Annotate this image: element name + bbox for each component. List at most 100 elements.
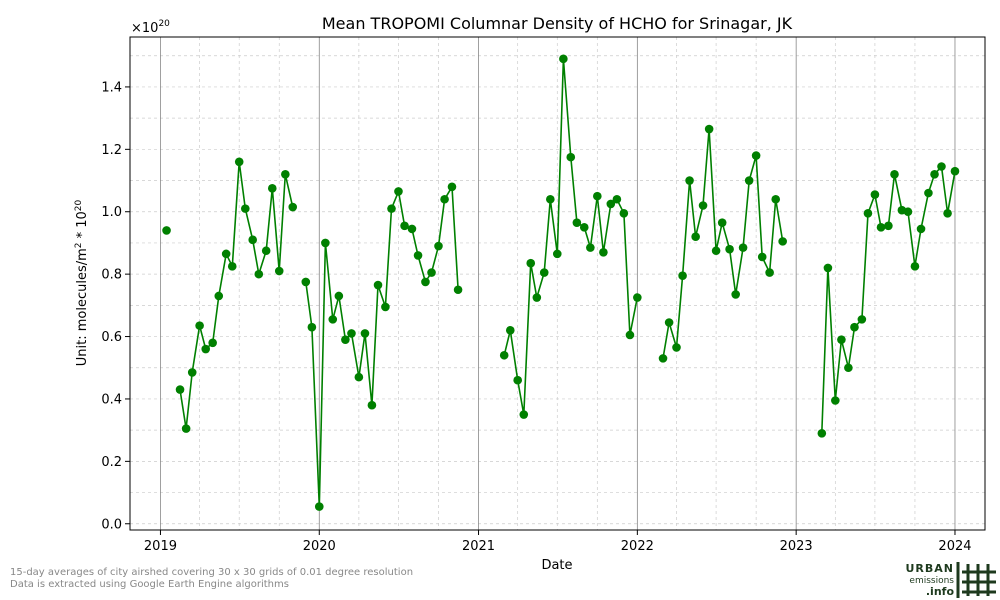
data-point <box>619 208 629 218</box>
data-point <box>214 291 224 301</box>
data-point <box>513 375 522 385</box>
data-point <box>711 246 721 256</box>
data-point <box>559 54 568 64</box>
data-point <box>778 237 787 246</box>
data-point <box>863 208 873 218</box>
data-point <box>400 221 409 231</box>
data-point <box>566 152 576 162</box>
data-point <box>831 396 840 405</box>
data-point <box>890 169 899 179</box>
data-point <box>910 262 920 271</box>
data-point <box>685 176 694 185</box>
data-point <box>248 235 258 245</box>
chart-title: Mean TROPOMI Columnar Density of HCHO fo… <box>322 14 793 33</box>
data-point <box>539 268 549 277</box>
y-axis-label-mid: * 10 <box>75 211 90 242</box>
x-tick-label: 2020 <box>303 539 336 554</box>
data-point <box>519 410 529 419</box>
data-point <box>765 268 774 277</box>
data-point <box>633 293 642 302</box>
y-tick-label: 1.2 <box>101 143 122 158</box>
series-line <box>179 161 294 429</box>
data-point <box>347 329 356 338</box>
data-point <box>757 252 767 262</box>
x-tick-label: 2019 <box>144 539 177 554</box>
data-point <box>314 502 324 511</box>
x-tick-label: 2023 <box>780 539 813 554</box>
data-point <box>227 262 237 271</box>
data-point <box>903 207 913 217</box>
series-line <box>305 184 459 507</box>
x-tick-label: 2024 <box>938 539 971 554</box>
series-line <box>662 128 784 359</box>
grid <box>130 37 985 530</box>
data-point <box>658 354 668 363</box>
data-point <box>725 244 734 254</box>
data-point <box>505 326 515 335</box>
y-axis: 0.0 0.2 0.4 0.6 0.8 1.0 1.2 1.4 <box>101 80 130 532</box>
series-lines <box>179 58 956 507</box>
data-point <box>844 363 853 373</box>
data-point <box>421 277 430 287</box>
data-point <box>307 322 317 332</box>
logo-line1: URBAN <box>905 562 954 575</box>
y-multiplier-base: ×10 <box>131 21 158 36</box>
data-point <box>691 232 700 241</box>
data-point <box>162 226 171 235</box>
data-point <box>440 194 449 204</box>
series-line <box>821 164 956 434</box>
series-line <box>503 58 639 415</box>
data-point <box>321 238 330 248</box>
data-point <box>288 202 298 212</box>
data-point <box>241 204 250 213</box>
data-point <box>175 385 185 394</box>
y-axis-label: Unit: molecules/m2 * 1020 <box>74 199 90 366</box>
footnote-1: 15-day averages of city airshed covering… <box>10 567 414 578</box>
data-point <box>274 266 284 276</box>
data-point <box>261 246 271 256</box>
data-point <box>698 201 708 210</box>
x-tick-label: 2022 <box>621 539 654 554</box>
data-point <box>434 241 443 251</box>
data-point <box>234 157 244 167</box>
data-point <box>884 221 893 231</box>
data-point <box>499 350 509 360</box>
y-tick-label: 0.0 <box>101 517 122 532</box>
data-point <box>943 208 952 218</box>
data-point <box>950 166 960 176</box>
data-point <box>937 162 946 171</box>
data-point <box>526 258 536 268</box>
data-point <box>744 176 754 185</box>
data-point <box>857 315 867 324</box>
data-point <box>771 194 781 204</box>
data-point <box>593 191 602 201</box>
y-axis-label-sup2: 20 <box>74 199 84 211</box>
data-point <box>373 280 383 290</box>
data-point <box>876 223 886 232</box>
data-point <box>625 330 635 340</box>
data-point <box>817 428 827 438</box>
data-point <box>187 368 197 377</box>
data-point <box>394 187 403 196</box>
y-tick-label: 0.6 <box>101 330 122 345</box>
y-multiplier: ×1020 <box>131 19 170 36</box>
data-point <box>599 247 608 257</box>
data-point <box>572 218 582 227</box>
plot-frame <box>129 36 986 531</box>
data-point <box>751 151 761 160</box>
data-point <box>612 194 622 204</box>
data-point <box>850 322 859 332</box>
urban-emissions-logo: URBAN emissions .info <box>905 562 996 598</box>
data-point <box>301 277 311 287</box>
data-point <box>367 400 377 410</box>
data-point <box>407 224 417 234</box>
data-point <box>354 372 364 382</box>
series-points <box>162 54 960 511</box>
data-point <box>413 251 423 260</box>
data-point <box>254 269 264 279</box>
data-point <box>427 268 436 277</box>
data-point <box>387 204 396 213</box>
y-tick-label: 1.4 <box>101 80 122 95</box>
data-point <box>381 302 390 312</box>
